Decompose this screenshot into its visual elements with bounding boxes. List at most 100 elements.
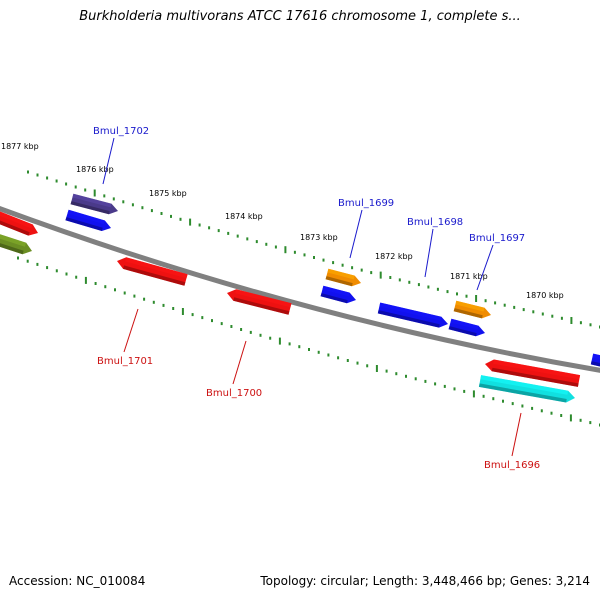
feature-layer	[0, 193, 600, 403]
minor-tick	[27, 170, 29, 174]
gene-arrow[interactable]	[485, 359, 581, 387]
minor-tick	[122, 200, 125, 204]
gene-label[interactable]: Bmul_1696	[484, 460, 540, 471]
kbp-tick-label: 1871 kbp	[450, 272, 488, 281]
kbp-tick-label: 1870 kbp	[526, 291, 564, 300]
minor-tick	[434, 382, 437, 386]
minor-tick	[405, 374, 407, 378]
gene-arrow[interactable]	[0, 210, 38, 236]
major-tick	[379, 271, 382, 279]
gene-arrow[interactable]	[448, 318, 485, 337]
minor-tick	[579, 321, 582, 325]
minor-tick	[463, 389, 466, 393]
minor-tick	[255, 240, 258, 244]
minor-tick	[327, 353, 330, 357]
minor-tick	[240, 328, 243, 331]
minor-tick	[274, 245, 277, 249]
minor-tick	[288, 342, 291, 346]
minor-tick	[152, 300, 155, 304]
gene-leader-line	[123, 308, 139, 353]
gene-label[interactable]: Bmul_1700	[206, 388, 262, 399]
gene-label[interactable]: Bmul_1699	[338, 198, 394, 209]
minor-tick	[541, 312, 544, 316]
minor-tick	[551, 314, 554, 318]
gene-arrow-bmul-1702[interactable]	[70, 193, 118, 215]
minor-tick	[133, 294, 136, 298]
gene-leader-line	[476, 244, 494, 291]
minor-tick	[170, 214, 172, 218]
minor-tick	[417, 283, 420, 287]
minor-tick	[46, 176, 49, 180]
minor-tick	[436, 287, 439, 291]
minor-tick	[332, 261, 335, 265]
minor-tick	[317, 350, 320, 354]
minor-tick	[246, 237, 249, 241]
gene-leader-line	[424, 228, 434, 278]
minor-tick	[104, 285, 107, 289]
gene-arrow[interactable]	[320, 285, 356, 304]
gene-arrow-bmul-1697[interactable]	[453, 300, 491, 319]
minor-tick	[521, 404, 524, 408]
kbp-tick-label: 1877 kbp	[1, 142, 39, 151]
minor-tick	[17, 256, 19, 260]
minor-tick	[465, 294, 468, 298]
gene-arrow-bmul-1701[interactable]	[117, 257, 188, 286]
minor-tick	[172, 307, 175, 310]
gene-leader-line	[511, 412, 522, 457]
minor-tick	[398, 278, 401, 282]
minor-tick	[293, 250, 296, 254]
major-tick	[569, 414, 572, 422]
minor-tick	[356, 361, 359, 365]
minor-tick	[456, 292, 458, 296]
accession-text: Accession: NC_010084	[9, 574, 146, 588]
minor-tick	[511, 402, 514, 406]
major-tick	[189, 218, 192, 226]
major-tick	[84, 276, 87, 284]
minor-tick	[560, 316, 563, 320]
minor-tick	[65, 272, 68, 276]
minor-tick	[46, 266, 49, 270]
minor-tick	[259, 333, 262, 337]
kbp-label-layer: 1877 kbp 1876 kbp 1875 kbp 1874 kbp 1873 kbp…	[1, 142, 564, 300]
minor-tick	[55, 179, 58, 183]
minor-tick	[395, 372, 398, 376]
gene-leader-line	[349, 209, 363, 259]
minor-tick	[143, 297, 146, 301]
gene-arrow[interactable]	[65, 209, 111, 231]
gene-label[interactable]: Bmul_1698	[407, 217, 463, 228]
minor-tick	[482, 394, 485, 398]
minor-tick	[308, 348, 310, 351]
minor-tick	[414, 377, 417, 381]
gene-arrow-bmul-1699[interactable]	[325, 268, 361, 287]
minor-tick	[36, 173, 39, 177]
gene-arrow[interactable]	[590, 353, 600, 367]
minor-tick	[370, 271, 373, 275]
kbp-tick-label: 1872 kbp	[375, 252, 413, 261]
minor-tick	[55, 269, 58, 273]
gene-arrow-bmul-1696[interactable]	[478, 375, 575, 403]
minor-tick	[513, 305, 516, 309]
gene-arrow-bmul-1698[interactable]	[377, 302, 448, 328]
minor-tick	[494, 301, 497, 305]
major-tick	[278, 337, 281, 345]
minor-tick	[208, 226, 211, 230]
map-title: Burkholderia multivorans ATCC 17616 chro…	[79, 9, 521, 24]
gene-label[interactable]: Bmul_1702	[93, 126, 149, 137]
gene-label[interactable]: Bmul_1701	[97, 356, 153, 367]
minor-tick	[560, 414, 563, 417]
minor-tick	[201, 316, 204, 320]
minor-tick	[341, 263, 344, 267]
minor-tick	[408, 280, 411, 284]
minor-tick	[131, 203, 134, 207]
gene-arrow[interactable]	[0, 233, 32, 255]
minor-tick	[502, 399, 504, 403]
minor-tick	[322, 258, 325, 262]
minor-tick	[427, 285, 430, 289]
gene-arrow-bmul-1700[interactable]	[227, 289, 292, 315]
minor-tick	[249, 330, 252, 334]
gene-label[interactable]: Bmul_1697	[469, 233, 525, 244]
major-tick	[181, 308, 184, 315]
minor-tick	[123, 291, 126, 295]
minor-tick	[540, 409, 543, 413]
